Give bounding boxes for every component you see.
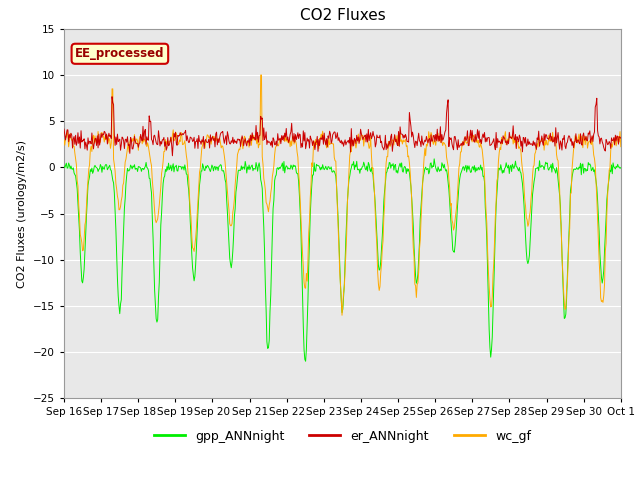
- Y-axis label: CO2 Fluxes (urology/m2/s): CO2 Fluxes (urology/m2/s): [17, 140, 28, 288]
- Title: CO2 Fluxes: CO2 Fluxes: [300, 9, 385, 24]
- Text: EE_processed: EE_processed: [75, 48, 164, 60]
- Legend: gpp_ANNnight, er_ANNnight, wc_gf: gpp_ANNnight, er_ANNnight, wc_gf: [148, 425, 536, 447]
